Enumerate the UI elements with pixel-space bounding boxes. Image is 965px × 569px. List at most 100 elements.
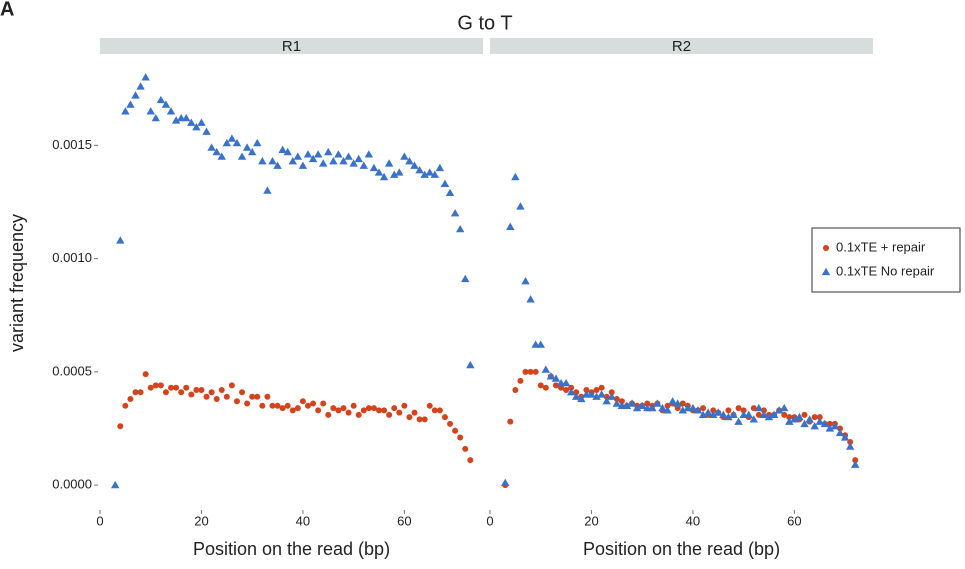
data-point <box>161 100 171 108</box>
data-point <box>740 407 747 414</box>
data-point <box>522 368 529 375</box>
data-point <box>222 138 232 147</box>
data-point <box>247 147 257 156</box>
data-point <box>441 414 448 421</box>
x-tick-label: 40 <box>296 513 310 528</box>
data-point <box>284 402 291 409</box>
data-point <box>786 414 793 421</box>
data-point <box>192 123 201 131</box>
data-point <box>298 161 308 169</box>
data-point <box>648 403 657 412</box>
y-tick-label: 0.0015 <box>52 137 92 152</box>
data-point <box>688 403 698 412</box>
data-point <box>315 407 322 414</box>
x-tick-label: 60 <box>787 513 801 528</box>
data-point <box>551 374 561 382</box>
data-point <box>289 407 296 414</box>
data-point <box>395 168 404 176</box>
legend-box <box>811 227 961 293</box>
data-point <box>374 168 384 176</box>
data-point <box>608 389 615 396</box>
y-tick-label: 0.0005 <box>52 363 92 378</box>
data-point <box>279 405 286 412</box>
data-point <box>815 417 824 425</box>
data-point <box>303 150 313 158</box>
data-point <box>299 398 306 405</box>
data-point <box>166 107 176 115</box>
data-point <box>729 410 738 419</box>
strip <box>100 38 483 54</box>
data-point <box>462 445 469 452</box>
data-point <box>349 159 358 167</box>
data-point <box>354 154 363 163</box>
data-point <box>294 405 301 412</box>
data-point <box>467 457 474 464</box>
x-axis-label: Position on the read (bp) <box>193 539 390 559</box>
data-point <box>679 400 686 407</box>
data-point <box>431 407 438 414</box>
data-point <box>714 408 723 416</box>
data-point <box>724 412 733 421</box>
data-point <box>156 95 166 104</box>
strip-label: R1 <box>282 38 301 55</box>
data-point <box>116 236 125 244</box>
data-point <box>693 406 703 414</box>
data-point <box>845 442 855 450</box>
data-point <box>283 147 292 156</box>
data-point <box>618 398 625 405</box>
data-point <box>329 156 338 165</box>
data-point <box>182 113 191 122</box>
y-axis-label: variant frequency <box>7 214 27 352</box>
data-point <box>840 433 850 441</box>
data-point <box>744 410 753 419</box>
data-point <box>461 274 470 283</box>
data-point <box>820 419 830 428</box>
data-point <box>566 388 576 396</box>
data-point <box>577 394 586 403</box>
data-point <box>450 209 460 217</box>
data-point <box>435 163 445 172</box>
data-point <box>521 277 530 285</box>
data-point <box>217 152 226 160</box>
data-point <box>121 107 130 115</box>
data-point <box>447 420 454 427</box>
data-point <box>319 159 328 167</box>
data-point <box>800 419 809 428</box>
data-point <box>232 138 242 147</box>
data-point <box>537 382 544 389</box>
data-point <box>703 408 713 416</box>
data-point <box>233 398 240 405</box>
data-point <box>805 415 814 423</box>
data-point <box>501 478 510 486</box>
data-point <box>198 386 205 393</box>
data-point <box>202 127 211 135</box>
data-point <box>391 405 398 412</box>
data-point <box>310 400 317 407</box>
data-point <box>254 393 261 400</box>
data-point <box>293 152 303 160</box>
y-tick-label: 0.0000 <box>52 477 92 492</box>
data-point <box>816 414 823 421</box>
data-point <box>370 405 377 412</box>
data-point <box>455 224 465 233</box>
data-point <box>536 340 545 348</box>
data-point <box>658 403 667 412</box>
data-point <box>390 170 399 178</box>
data-point <box>416 416 423 423</box>
data-point <box>526 295 535 303</box>
data-point <box>597 390 606 398</box>
data-point <box>785 417 794 425</box>
data-point <box>359 161 368 169</box>
data-point <box>320 400 327 407</box>
data-point <box>653 399 662 407</box>
data-point <box>795 412 804 421</box>
data-point <box>612 399 622 407</box>
legend-label: 0.1xTE No repair <box>836 263 935 278</box>
data-point <box>239 389 246 396</box>
data-point <box>396 409 403 416</box>
data-point <box>237 152 247 160</box>
data-point <box>457 434 464 441</box>
data-point <box>386 411 393 418</box>
data-point <box>668 397 677 405</box>
data-point <box>607 392 616 400</box>
